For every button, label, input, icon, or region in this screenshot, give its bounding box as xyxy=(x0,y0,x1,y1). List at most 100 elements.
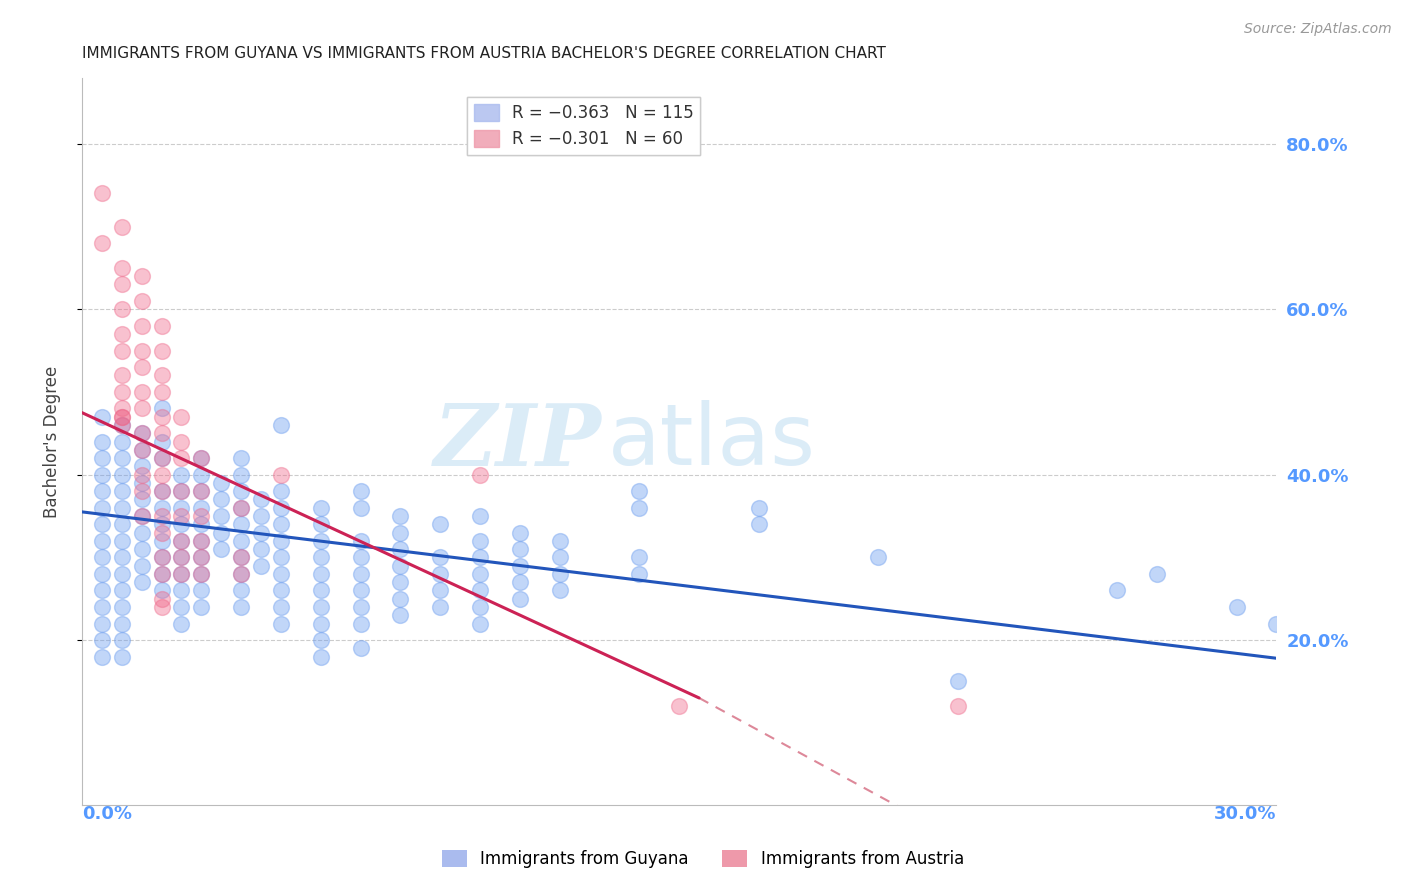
Point xyxy=(509,542,531,557)
Point xyxy=(131,318,153,333)
Point xyxy=(150,484,173,499)
Point xyxy=(90,434,112,449)
Point xyxy=(111,343,134,358)
Point xyxy=(150,401,173,416)
Point xyxy=(468,533,491,548)
Point xyxy=(350,500,373,515)
Point xyxy=(468,467,491,482)
Point xyxy=(209,525,232,540)
Point xyxy=(131,459,153,474)
Point xyxy=(429,583,451,598)
Point xyxy=(111,417,134,432)
Point xyxy=(111,550,134,565)
Point xyxy=(270,517,292,532)
Point xyxy=(111,533,134,548)
Point xyxy=(350,533,373,548)
Point xyxy=(270,550,292,565)
Point xyxy=(150,583,173,598)
Point xyxy=(190,484,212,499)
Point xyxy=(250,492,273,507)
Point xyxy=(190,467,212,482)
Point xyxy=(270,583,292,598)
Point xyxy=(231,583,253,598)
Point xyxy=(270,566,292,581)
Point xyxy=(250,508,273,523)
Point xyxy=(170,517,193,532)
Point xyxy=(190,566,212,581)
Point xyxy=(131,293,153,308)
Point xyxy=(150,550,173,565)
Text: IMMIGRANTS FROM GUYANA VS IMMIGRANTS FROM AUSTRIA BACHELOR'S DEGREE CORRELATION : IMMIGRANTS FROM GUYANA VS IMMIGRANTS FRO… xyxy=(82,46,886,62)
Text: ZIP: ZIP xyxy=(433,400,602,483)
Point xyxy=(111,417,134,432)
Point xyxy=(111,219,134,234)
Point xyxy=(150,591,173,606)
Point xyxy=(748,500,770,515)
Point xyxy=(350,616,373,631)
Point xyxy=(150,508,173,523)
Point xyxy=(90,550,112,565)
Point xyxy=(131,442,153,457)
Legend: Immigrants from Guyana, Immigrants from Austria: Immigrants from Guyana, Immigrants from … xyxy=(436,843,970,875)
Text: Source: ZipAtlas.com: Source: ZipAtlas.com xyxy=(1244,22,1392,37)
Point xyxy=(150,451,173,466)
Point xyxy=(190,517,212,532)
Point xyxy=(231,467,253,482)
Point xyxy=(548,550,571,565)
Point xyxy=(90,566,112,581)
Point xyxy=(90,467,112,482)
Point xyxy=(429,566,451,581)
Point xyxy=(131,401,153,416)
Point xyxy=(131,492,153,507)
Point xyxy=(170,409,193,424)
Point xyxy=(270,417,292,432)
Point xyxy=(250,525,273,540)
Point xyxy=(170,434,193,449)
Point xyxy=(231,451,253,466)
Point xyxy=(1107,583,1129,598)
Point xyxy=(131,542,153,557)
Point xyxy=(111,434,134,449)
Point xyxy=(111,302,134,317)
Point xyxy=(468,550,491,565)
Point xyxy=(131,343,153,358)
Point xyxy=(111,409,134,424)
Point xyxy=(111,583,134,598)
Point xyxy=(231,533,253,548)
Point xyxy=(190,550,212,565)
Point xyxy=(190,599,212,614)
Point xyxy=(111,467,134,482)
Point xyxy=(111,517,134,532)
Point xyxy=(350,583,373,598)
Point xyxy=(131,442,153,457)
Point xyxy=(309,583,332,598)
Point xyxy=(190,566,212,581)
Point xyxy=(209,475,232,490)
Point xyxy=(309,517,332,532)
Point xyxy=(309,616,332,631)
Point xyxy=(111,633,134,648)
Point xyxy=(270,500,292,515)
Point xyxy=(170,484,193,499)
Point xyxy=(190,451,212,466)
Point xyxy=(231,566,253,581)
Point xyxy=(150,343,173,358)
Point xyxy=(150,467,173,482)
Point xyxy=(150,525,173,540)
Point xyxy=(946,699,969,714)
Point xyxy=(111,599,134,614)
Point xyxy=(628,550,651,565)
Point xyxy=(131,575,153,590)
Legend: R = −0.363   N = 115, R = −0.301   N = 60: R = −0.363 N = 115, R = −0.301 N = 60 xyxy=(467,97,700,155)
Point xyxy=(90,236,112,251)
Point xyxy=(170,467,193,482)
Point xyxy=(90,517,112,532)
Point xyxy=(90,484,112,499)
Point xyxy=(270,484,292,499)
Point xyxy=(90,633,112,648)
Point xyxy=(111,401,134,416)
Point xyxy=(111,260,134,275)
Point xyxy=(350,599,373,614)
Point xyxy=(389,591,412,606)
Point xyxy=(868,550,890,565)
